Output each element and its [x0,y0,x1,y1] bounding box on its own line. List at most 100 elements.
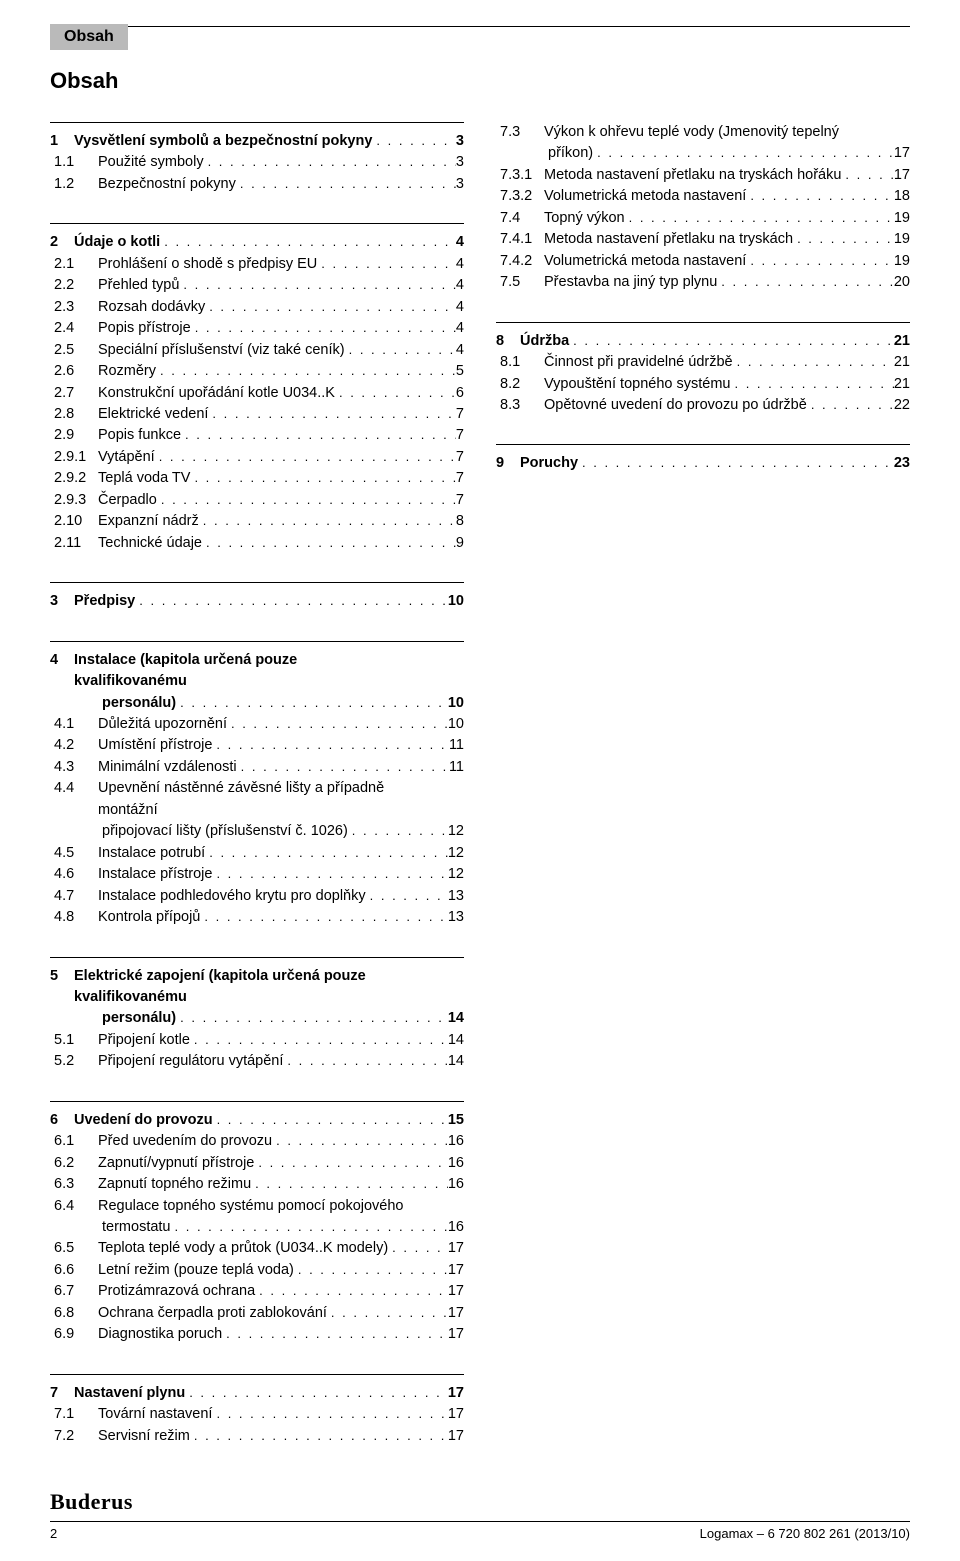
toc-page: 4 [456,232,464,253]
toc-number: 7.3.2 [496,186,544,207]
toc-dots: . . . . . . . . . . . . . . . . . . . . … [251,1174,448,1193]
toc-sub-entry: 2.9.2Teplá voda TV . . . . . . . . . . .… [50,468,464,489]
toc-dots: . . . . . . . . . . . . . . . . . . . . … [283,1051,447,1070]
toc-page: 13 [448,886,464,907]
toc-number: 9 [496,453,520,474]
toc-label: Rozměry [98,361,156,382]
toc-section: 7Nastavení plynu . . . . . . . . . . . .… [50,1374,464,1447]
toc-dots: . . . . . . . . . . . . . . . . . . . . … [204,152,456,171]
toc-dots: . . . . . . . . . . . . . . . . . . . . … [171,1217,448,1236]
toc-number: 4.5 [50,843,98,864]
toc-sub-entry: 2.3Rozsah dodávky . . . . . . . . . . . … [50,297,464,318]
toc-sub-entry: 2.11Technické údaje . . . . . . . . . . … [50,533,464,554]
toc-page: 12 [448,843,464,864]
toc-sub-entry: 4.2Umístění přístroje . . . . . . . . . … [50,735,464,756]
toc-number: 4.6 [50,864,98,885]
toc-number: 7.3 [496,122,544,143]
toc-sub-entry: 7.2Servisní režim . . . . . . . . . . . … [50,1426,464,1447]
toc-label: Umístění přístroje [98,735,212,756]
toc-dots: . . . . . . . . . . . . . . . . . . . . … [348,821,448,840]
toc-label: Vysvětlení symbolů a bezpečnostní pokyny [74,131,372,152]
toc-label: Technické údaje [98,533,202,554]
toc-number: 7.1 [50,1404,98,1425]
toc-sub-entry: 2.8Elektrické vedení . . . . . . . . . .… [50,404,464,425]
toc-page: 7 [456,468,464,489]
toc-number: 6.4 [50,1196,98,1217]
toc-dots: . . . . . . . . . . . . . . . . . . . . … [179,275,456,294]
toc-chapter-entry: 6Uvedení do provozu . . . . . . . . . . … [50,1110,464,1131]
toc-left-column: 1Vysvětlení symbolů a bezpečnostní pokyn… [50,122,464,1475]
toc-number: 7.4 [496,208,544,229]
toc-number: 6.3 [50,1174,98,1195]
toc-page: 11 [449,757,464,778]
toc-label: Přehled typů [98,275,179,296]
toc-dots: . . . . . . . . . . . . . . . . . . . . … [212,864,447,883]
toc-dots: . . . . . . . . . . . . . . . . . . . . … [191,318,456,337]
toc-chapter-entry: 8Údržba . . . . . . . . . . . . . . . . … [496,331,910,352]
toc-number: 7.4.2 [496,251,544,272]
toc-number: 2.7 [50,383,98,404]
toc-sub-entry: 4.8Kontrola přípojů . . . . . . . . . . … [50,907,464,928]
toc-page: 9 [456,533,464,554]
toc-number: 8 [496,331,520,352]
toc-chapter-entry: 2Údaje o kotli . . . . . . . . . . . . .… [50,232,464,253]
toc-dots: . . . . . . . . . . . . . . . . . . . . … [254,1153,448,1172]
toc-sub-entry: 6.2Zapnutí/vypnutí přístroje . . . . . .… [50,1153,464,1174]
toc-number: 7.5 [496,272,544,293]
toc-dots: . . . . . . . . . . . . . . . . . . . . … [366,886,448,905]
toc-number: 7 [50,1383,74,1404]
toc-label: Instalace přístroje [98,864,212,885]
toc-sub-entry: 4.6Instalace přístroje . . . . . . . . .… [50,864,464,885]
toc-label: Konstrukční upořádání kotle U034..K [98,383,335,404]
toc-label: Vytápění [98,447,155,468]
toc-page: 7 [456,425,464,446]
toc-label: Přestavba na jiný typ plynu [544,272,717,293]
toc-sub-entry: 8.3Opětovné uvedení do provozu po údržbě… [496,395,910,416]
section-rule [50,223,464,224]
toc-number: 2.10 [50,511,98,532]
toc-section: 5Elektrické zapojení (kapitola určená po… [50,957,464,1073]
toc-page: 17 [894,143,910,164]
toc-page: 15 [448,1110,464,1131]
toc-section: 6Uvedení do provozu . . . . . . . . . . … [50,1101,464,1346]
toc-label: Regulace topného systému pomocí pokojové… [98,1196,404,1217]
toc-label: Rozsah dodávky [98,297,205,318]
toc-label: připojovací lišty (příslušenství č. 1026… [50,821,348,842]
toc-dots: . . . . . . . . . . . . . . . . . . . . … [222,1324,448,1343]
toc-page: 17 [448,1404,464,1425]
toc-dots: . . . . . . . . . . . . . . . . . . . . … [176,1008,448,1027]
toc-dots: . . . . . . . . . . . . . . . . . . . . … [208,404,456,423]
toc-number: 2.9.1 [50,447,98,468]
toc-sub-entry: 2.9.3Čerpadlo . . . . . . . . . . . . . … [50,490,464,511]
toc-number: 4 [50,650,74,671]
toc-chapter-entry: personálu) . . . . . . . . . . . . . . .… [50,693,464,714]
toc-page: 12 [448,864,464,885]
toc-label: personálu) [50,693,176,714]
toc-number: 2.8 [50,404,98,425]
toc-page: 19 [894,208,910,229]
toc-number: 2.4 [50,318,98,339]
toc-label: Topný výkon [544,208,625,229]
section-rule [50,582,464,583]
toc-dots: . . . . . . . . . . . . . . . . . . . . … [730,374,893,393]
toc-label: Důležitá upozornění [98,714,227,735]
toc-label: Metoda nastavení přetlaku na tryskách [544,229,793,250]
toc-page: 3 [456,131,464,152]
toc-section: 1Vysvětlení symbolů a bezpečnostní pokyn… [50,122,464,195]
toc-page: 3 [456,152,464,173]
toc-page: 17 [448,1383,464,1404]
toc-sub-entry: 2.4Popis přístroje . . . . . . . . . . .… [50,318,464,339]
toc-section: 2Údaje o kotli . . . . . . . . . . . . .… [50,223,464,554]
toc-page: 19 [894,251,910,272]
toc-dots: . . . . . . . . . . . . . . . . . . . . … [190,468,455,487]
toc-label: Zapnutí/vypnutí přístroje [98,1153,254,1174]
toc-dots: . . . . . . . . . . . . . . . . . . . . … [202,533,456,552]
toc-dots: . . . . . . . . . . . . . . . . . . . . … [176,693,448,712]
toc-label: Popis funkce [98,425,181,446]
header-line [128,26,910,27]
toc-dots: . . . . . . . . . . . . . . . . . . . . … [578,453,894,472]
toc-dots: . . . . . . . . . . . . . . . . . . . . … [841,165,893,184]
section-rule [50,641,464,642]
toc-number: 6.5 [50,1238,98,1259]
toc-page: 7 [456,490,464,511]
